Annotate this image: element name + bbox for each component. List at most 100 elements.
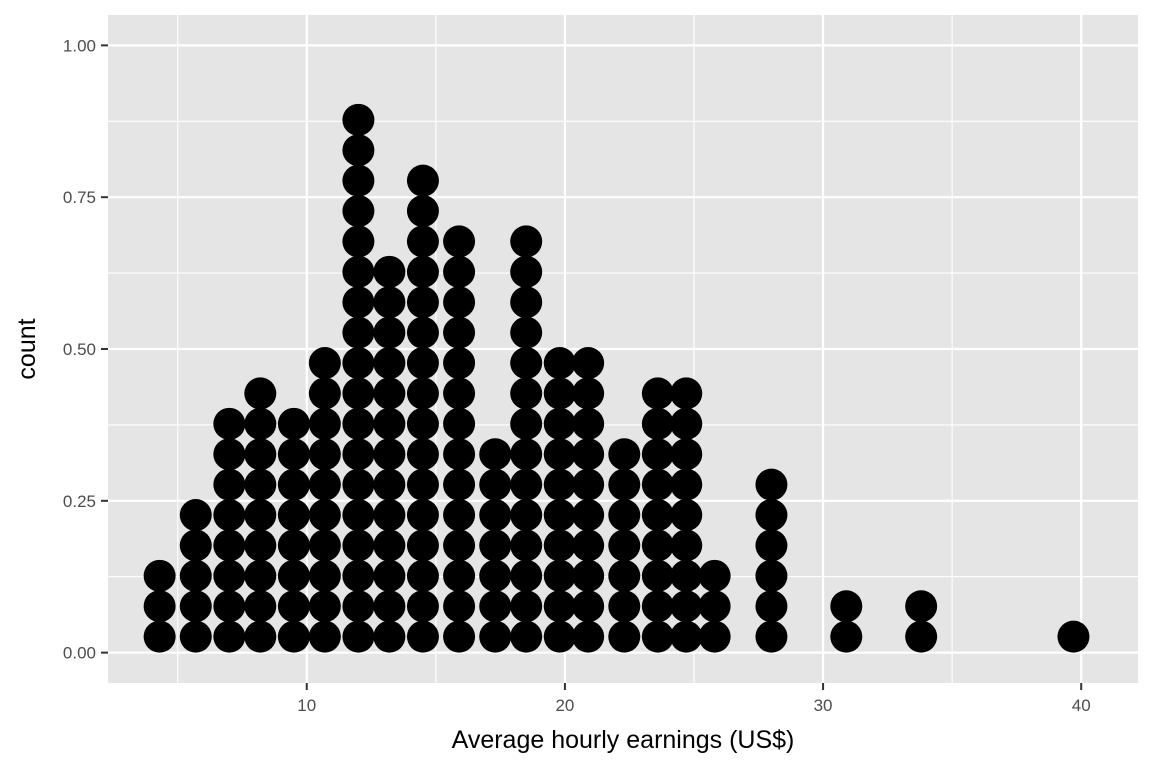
dot	[406, 195, 439, 228]
dot	[443, 407, 476, 440]
dot	[143, 559, 176, 592]
dot	[342, 620, 375, 653]
dot	[373, 347, 406, 380]
dot	[342, 286, 375, 319]
dot	[641, 468, 674, 501]
dot	[1057, 620, 1090, 653]
dot	[213, 499, 246, 532]
dot	[510, 499, 543, 532]
dot	[342, 438, 375, 471]
dot	[670, 529, 703, 562]
dot	[342, 590, 375, 623]
dot	[479, 529, 512, 562]
dot	[406, 347, 439, 380]
dot	[572, 377, 605, 410]
dot	[543, 377, 576, 410]
dot	[443, 347, 476, 380]
dot	[342, 316, 375, 349]
x-tick-label: 20	[555, 696, 574, 715]
dot	[342, 164, 375, 197]
dot	[641, 559, 674, 592]
dot	[641, 620, 674, 653]
dot	[479, 468, 512, 501]
dot	[755, 559, 788, 592]
dot	[308, 590, 341, 623]
dot	[641, 499, 674, 532]
dot	[373, 407, 406, 440]
dot	[143, 590, 176, 623]
dot	[572, 620, 605, 653]
dot	[406, 407, 439, 440]
dot	[406, 438, 439, 471]
dot	[308, 438, 341, 471]
dot	[479, 559, 512, 592]
dot	[342, 225, 375, 258]
dot	[572, 468, 605, 501]
dot	[608, 468, 641, 501]
dot	[308, 559, 341, 592]
dot	[406, 620, 439, 653]
dot	[572, 438, 605, 471]
dot	[244, 407, 277, 440]
dot	[373, 468, 406, 501]
dot	[244, 590, 277, 623]
dot	[608, 499, 641, 532]
dot	[406, 225, 439, 258]
x-tick-label: 10	[297, 696, 316, 715]
dot	[277, 620, 310, 653]
dot	[373, 377, 406, 410]
dot	[510, 347, 543, 380]
dot	[342, 559, 375, 592]
dot	[308, 407, 341, 440]
dot	[373, 529, 406, 562]
dot	[543, 590, 576, 623]
dot	[670, 620, 703, 653]
dot	[277, 407, 310, 440]
dot	[342, 195, 375, 228]
dot	[443, 255, 476, 288]
dot	[244, 377, 277, 410]
dot	[308, 529, 341, 562]
dot	[572, 407, 605, 440]
dot	[277, 438, 310, 471]
dot	[443, 529, 476, 562]
dot	[406, 255, 439, 288]
dot	[443, 377, 476, 410]
dot	[443, 438, 476, 471]
dot	[342, 255, 375, 288]
dot	[670, 438, 703, 471]
dot	[277, 468, 310, 501]
dot	[179, 620, 212, 653]
dot	[213, 438, 246, 471]
dot	[213, 559, 246, 592]
y-tick-label: 0.50	[63, 340, 96, 359]
dot	[373, 438, 406, 471]
dot	[373, 559, 406, 592]
dot	[510, 407, 543, 440]
y-tick-label: 0.00	[63, 644, 96, 663]
dot	[143, 620, 176, 653]
x-axis: 10 20 30 40	[297, 683, 1091, 715]
dot	[572, 590, 605, 623]
dot	[543, 559, 576, 592]
dot	[698, 620, 731, 653]
dot	[641, 438, 674, 471]
dot-stacks	[143, 103, 1090, 653]
dot	[244, 499, 277, 532]
dot	[342, 103, 375, 136]
dot	[373, 316, 406, 349]
dot	[244, 438, 277, 471]
dot	[342, 468, 375, 501]
dot	[608, 620, 641, 653]
dot	[213, 620, 246, 653]
dot	[755, 529, 788, 562]
x-axis-title: Average hourly earnings (US$)	[452, 726, 795, 754]
dot	[510, 316, 543, 349]
dot	[244, 559, 277, 592]
dot	[179, 529, 212, 562]
dot	[698, 590, 731, 623]
dot	[406, 164, 439, 197]
dot	[443, 468, 476, 501]
x-tick-label: 40	[1072, 696, 1091, 715]
